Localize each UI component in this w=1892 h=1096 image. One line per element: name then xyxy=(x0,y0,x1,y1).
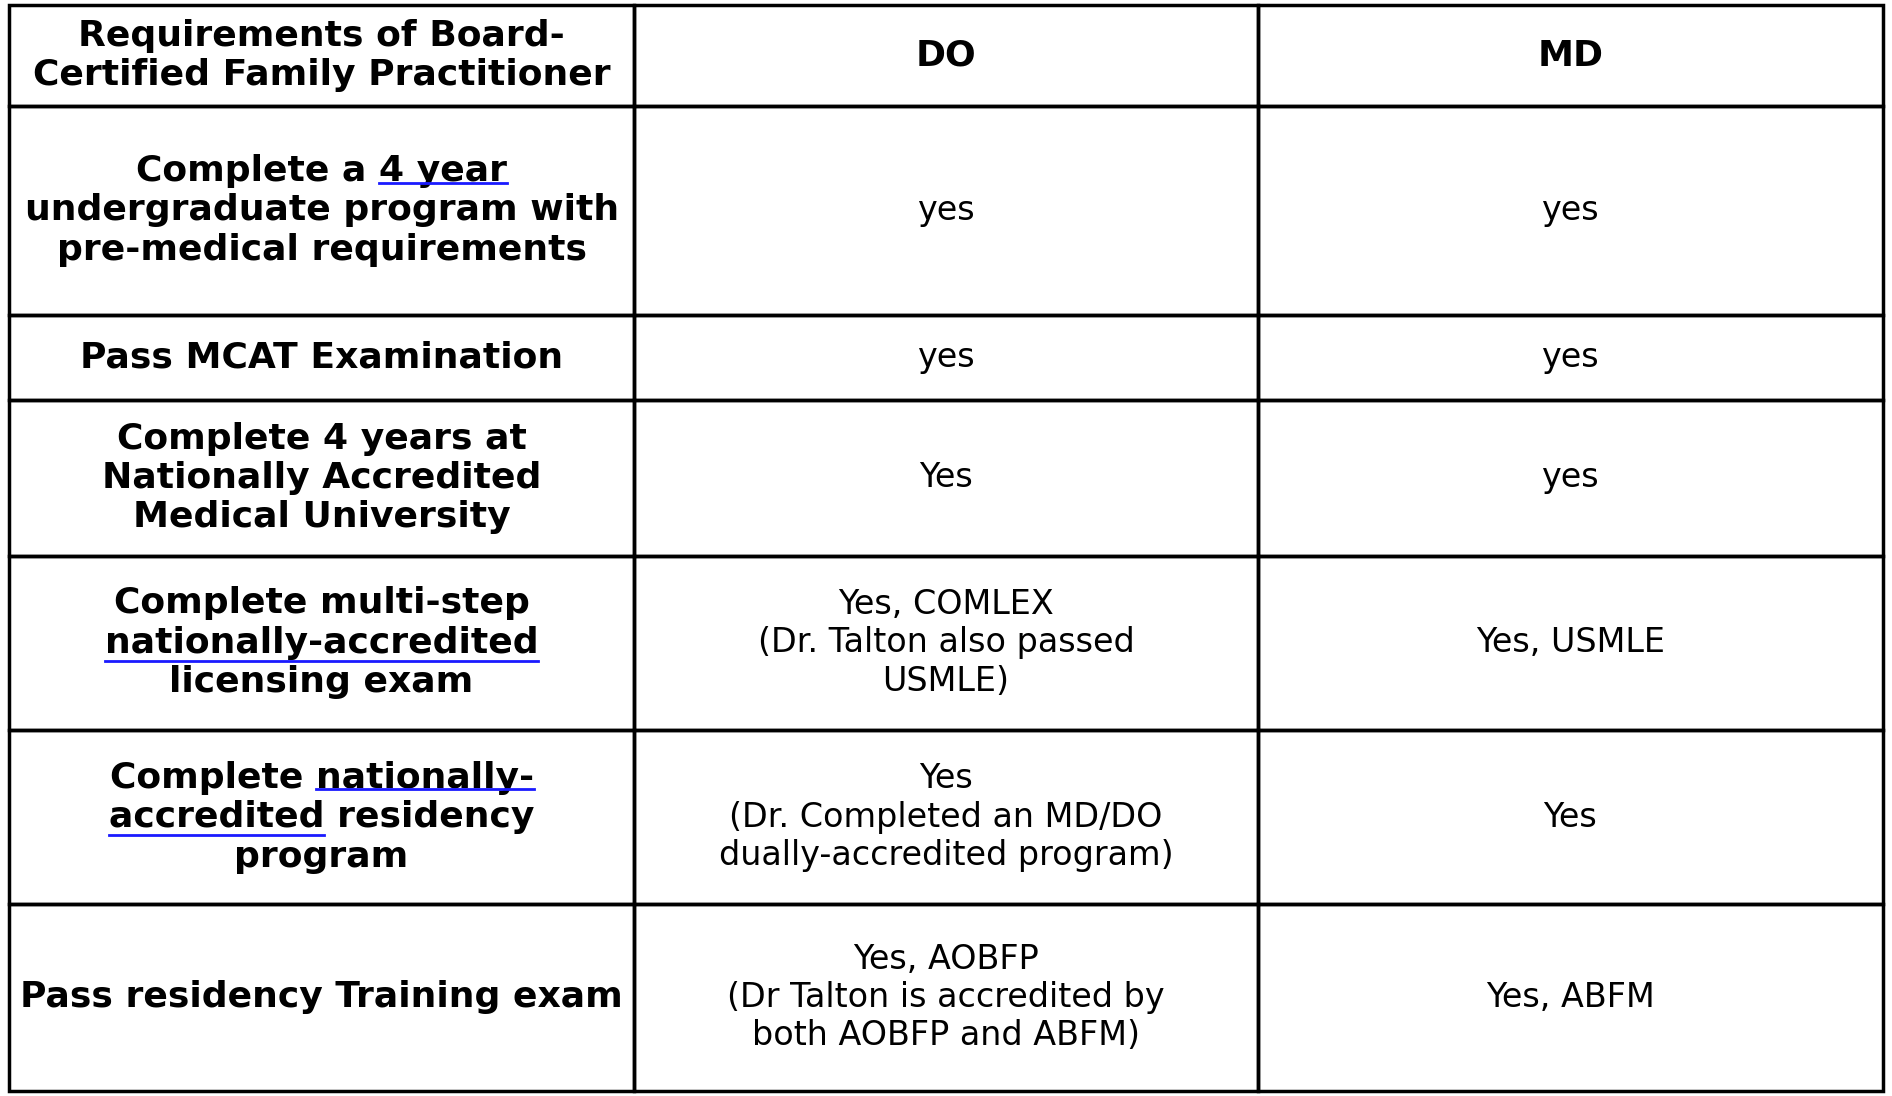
Text: Requirements of Board-
Certified Family Practitioner: Requirements of Board- Certified Family … xyxy=(32,19,611,92)
Bar xyxy=(9,556,634,730)
Text: Complete multi-step
nationally-accredited
licensing exam: Complete multi-step nationally-accredite… xyxy=(104,586,539,699)
Text: Yes
(Dr. Completed an MD/DO
dually-accredited program): Yes (Dr. Completed an MD/DO dually-accre… xyxy=(719,763,1173,872)
Bar xyxy=(9,730,634,904)
Text: yes: yes xyxy=(1542,341,1599,374)
Bar xyxy=(9,400,634,556)
Bar xyxy=(634,904,1258,1091)
Bar xyxy=(634,730,1258,904)
Text: Yes: Yes xyxy=(920,461,972,494)
Text: Pass MCAT Examination: Pass MCAT Examination xyxy=(79,341,564,375)
Bar xyxy=(634,5,1258,105)
Bar xyxy=(9,105,634,316)
Bar xyxy=(1258,400,1883,556)
Text: yes: yes xyxy=(918,341,974,374)
Bar xyxy=(634,316,1258,400)
Bar xyxy=(9,5,634,105)
Text: yes: yes xyxy=(918,194,974,227)
Bar xyxy=(9,316,634,400)
Text: Complete a 4 year
undergraduate program with
pre-medical requirements: Complete a 4 year undergraduate program … xyxy=(25,155,619,266)
Text: Complete 4 years at
Nationally Accredited
Medical University: Complete 4 years at Nationally Accredite… xyxy=(102,422,541,535)
Text: Yes, COMLEX
(Dr. Talton also passed
USMLE): Yes, COMLEX (Dr. Talton also passed USML… xyxy=(757,589,1135,697)
Bar xyxy=(634,556,1258,730)
Bar xyxy=(634,400,1258,556)
Text: Yes: Yes xyxy=(1544,801,1597,834)
Bar xyxy=(1258,556,1883,730)
Text: MD: MD xyxy=(1538,38,1603,72)
Bar xyxy=(1258,5,1883,105)
Text: Yes, AOBFP
(Dr Talton is accredited by
both AOBFP and ABFM): Yes, AOBFP (Dr Talton is accredited by b… xyxy=(727,943,1165,1052)
Text: Yes, ABFM: Yes, ABFM xyxy=(1485,981,1656,1014)
Text: Complete nationally-
accredited residency
program: Complete nationally- accredited residenc… xyxy=(110,761,534,874)
Bar xyxy=(1258,730,1883,904)
Bar xyxy=(1258,316,1883,400)
Text: Pass residency Training exam: Pass residency Training exam xyxy=(21,981,622,1015)
Bar xyxy=(1258,904,1883,1091)
Text: yes: yes xyxy=(1542,194,1599,227)
Bar xyxy=(1258,105,1883,316)
Text: DO: DO xyxy=(916,38,976,72)
Bar xyxy=(634,105,1258,316)
Bar xyxy=(9,904,634,1091)
Text: Yes, USMLE: Yes, USMLE xyxy=(1476,626,1665,660)
Text: yes: yes xyxy=(1542,461,1599,494)
